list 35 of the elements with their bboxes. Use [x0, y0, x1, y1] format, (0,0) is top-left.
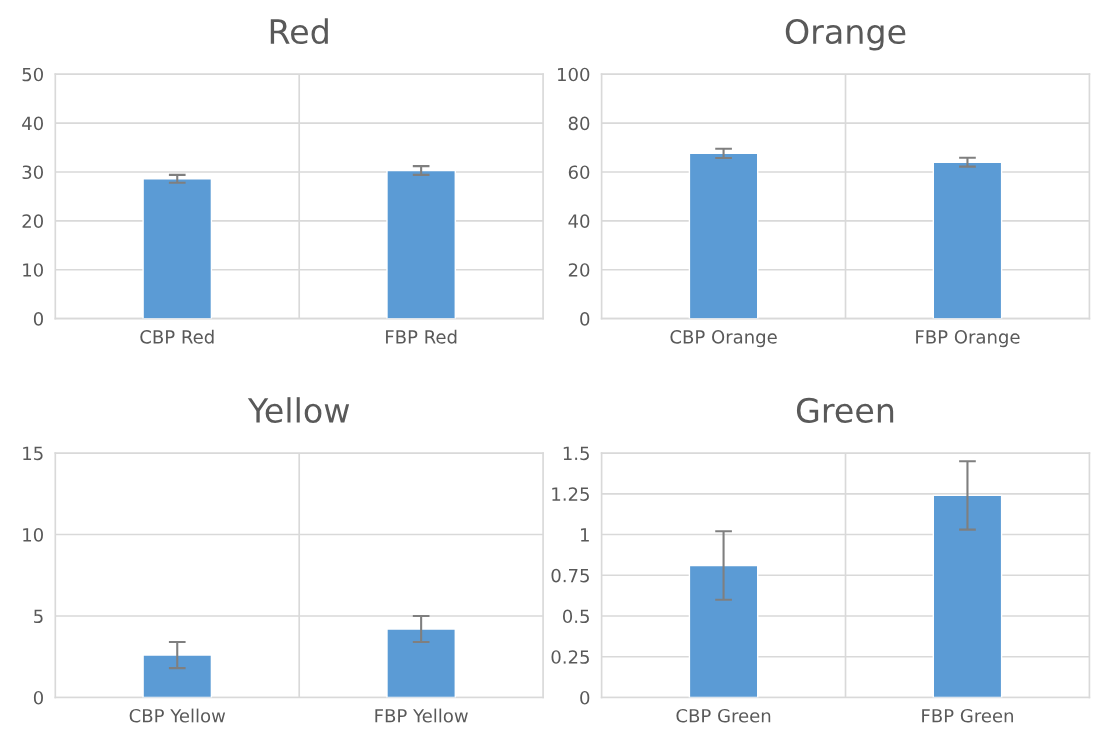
x-tick-label: FBP Yellow — [375, 708, 468, 723]
chart-title: Green — [796, 397, 894, 423]
x-tick-label: FBP Green — [922, 708, 1013, 723]
y-tick-label: 5 — [34, 609, 43, 624]
y-tick-label: 30 — [22, 165, 43, 180]
y-tick-label: 1 — [581, 528, 589, 542]
y-tick-label: 40 — [568, 214, 590, 228]
y-tick-label: 20 — [22, 214, 43, 228]
y-tick-label: 0.5 — [562, 609, 589, 624]
y-tick-label: 1.25 — [552, 487, 589, 501]
x-tick-label: CBP Red — [140, 329, 214, 344]
y-tick-label: 60 — [568, 165, 590, 180]
y-tick-label: 20 — [568, 263, 590, 277]
y-tick-label: 0.25 — [551, 650, 589, 664]
y-tick-label: 40 — [22, 116, 43, 131]
y-tick-label: 10 — [23, 527, 43, 542]
x-tick-label: CBP Green — [676, 708, 771, 723]
y-tick-label: 0 — [33, 690, 43, 705]
y-tick-label: 0.75 — [551, 568, 589, 583]
x-tick-label: FBP Orange — [916, 330, 1020, 348]
chart-title: Yellow — [247, 397, 350, 423]
y-tick-label: 10 — [23, 263, 43, 277]
x-tick-label: CBP Orange — [670, 330, 777, 348]
chart-title: Orange — [785, 18, 906, 51]
y-tick-label: 100 — [558, 67, 590, 82]
y-tick-label: 0 — [580, 690, 590, 705]
y-tick-label: 15 — [23, 446, 43, 461]
y-tick-label: 50 — [22, 67, 43, 82]
y-tick-label: 0 — [33, 312, 43, 326]
chart-title: Red — [270, 18, 328, 45]
x-tick-label: FBP Red — [386, 329, 457, 344]
x-tick-label: CBP Yellow — [129, 708, 226, 723]
y-tick-label: 80 — [568, 116, 590, 131]
y-tick-label: 1.5 — [563, 446, 589, 461]
y-tick-label: 0 — [580, 312, 590, 326]
